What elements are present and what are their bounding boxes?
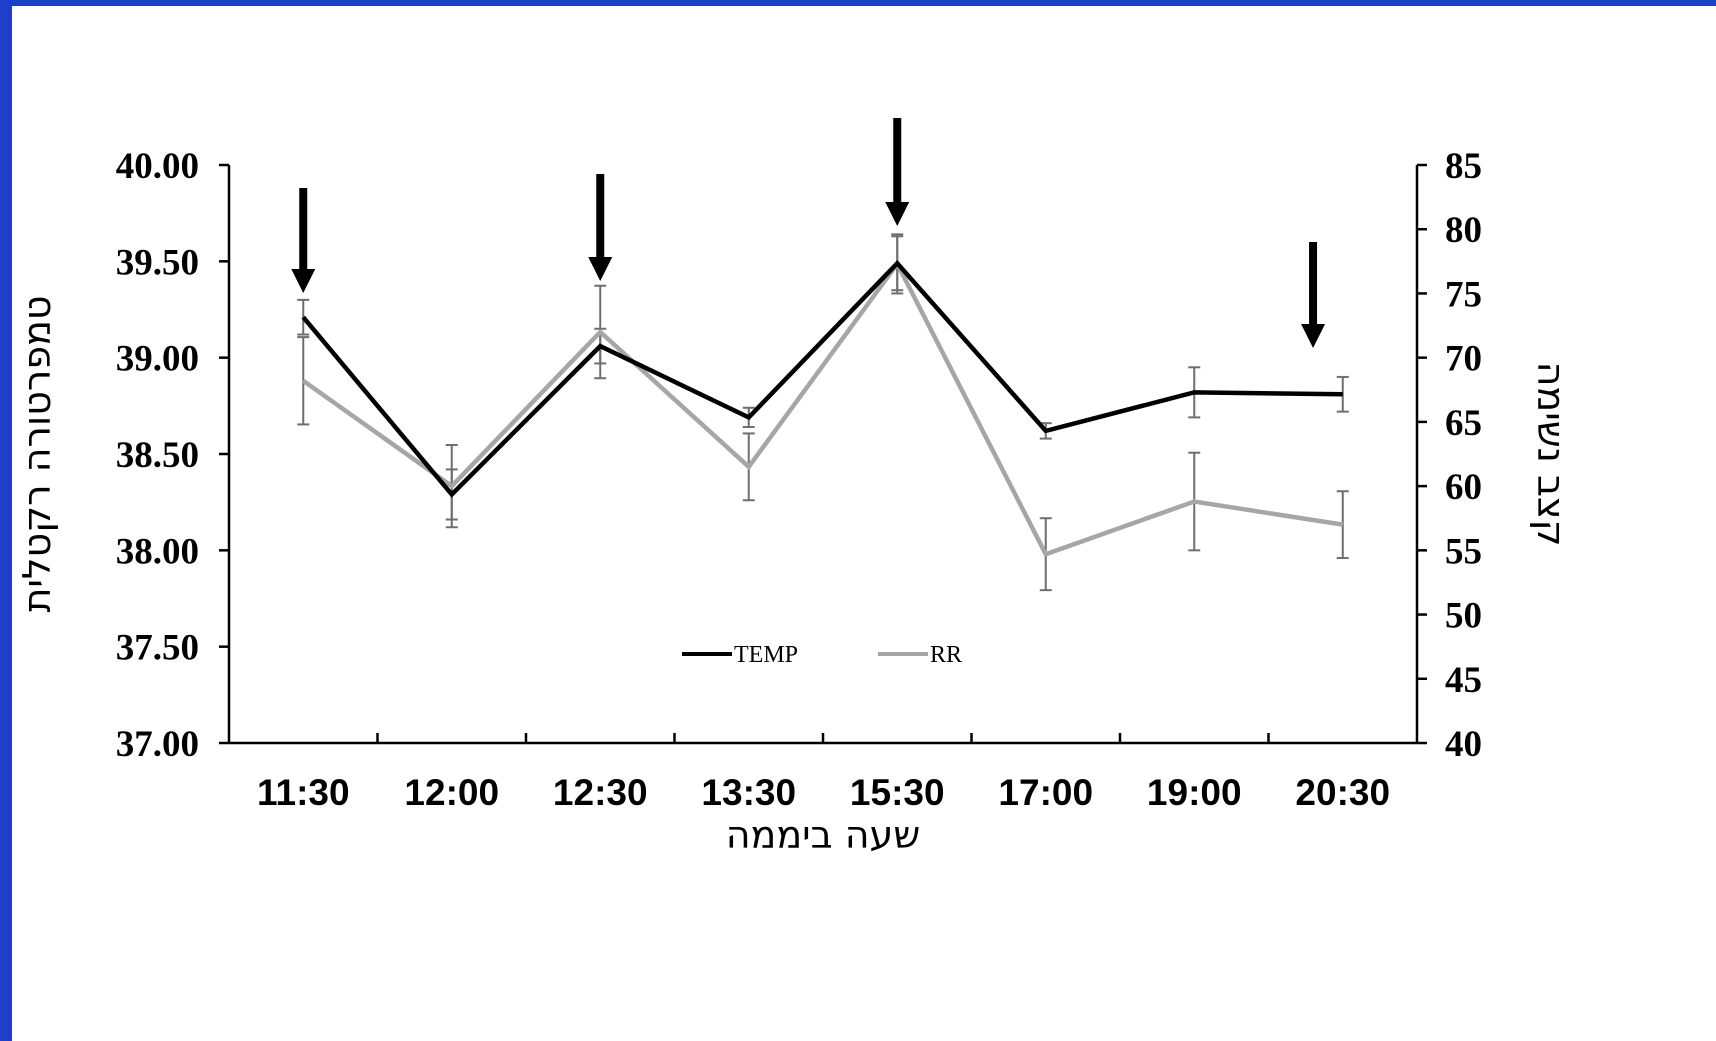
y-axis-right-title: קצב נשימה <box>1529 362 1573 547</box>
x-tick-label: 15:30 <box>850 772 945 813</box>
y-right-tick-label: 60 <box>1445 467 1482 508</box>
x-tick-label: 12:00 <box>404 772 499 813</box>
y-left-tick-label: 38.50 <box>116 435 199 476</box>
series-lines <box>301 259 1344 557</box>
x-tick-label: 19:00 <box>1147 772 1242 813</box>
series-line-rr <box>301 259 1344 557</box>
y-left-tick-label: 38.00 <box>116 531 199 572</box>
y-left-tick-label: 37.00 <box>116 724 199 765</box>
arrow-head <box>1301 324 1326 348</box>
x-tick-label: 12:30 <box>553 772 648 813</box>
y-left-tick-label: 37.50 <box>116 628 199 669</box>
x-axis-title: שעה ביממה <box>726 813 921 857</box>
annotation-arrows <box>291 118 1326 348</box>
x-tick-label: 20:30 <box>1295 772 1390 813</box>
arrow-head <box>885 202 910 226</box>
arrow-head <box>291 269 316 293</box>
y-right-tick-label: 75 <box>1445 274 1482 315</box>
y-left-tick-label: 39.50 <box>116 242 199 283</box>
series-line-temp <box>301 259 1343 498</box>
ticks: 37.00 37.50 38.00 38.50 39.00 39.50 40.00 40 45 5… <box>116 146 1482 813</box>
y-axis-left-title: טמפרטורה רקטלית <box>15 295 59 612</box>
legend-label-temp: TEMP <box>734 642 798 668</box>
arrow-shaft <box>596 174 605 259</box>
y-left-tick-label: 39.00 <box>116 339 199 380</box>
y-right-tick-label: 85 <box>1445 146 1482 187</box>
arrow-shaft <box>299 188 308 271</box>
chart-frame: 37.00 37.50 38.00 38.50 39.00 39.50 40.00 40 45 5… <box>12 6 1716 1041</box>
x-tick-label: 17:00 <box>998 772 1093 813</box>
arrow-shaft <box>893 118 902 204</box>
arrow-head <box>588 257 613 281</box>
y-right-tick-label: 50 <box>1445 596 1482 637</box>
chart: 37.00 37.50 38.00 38.50 39.00 39.50 40.00 40 45 5… <box>15 118 1573 857</box>
y-right-tick-label: 80 <box>1445 210 1482 251</box>
x-tick-label: 13:30 <box>701 772 796 813</box>
y-left-tick-label: 40.00 <box>116 146 199 187</box>
y-right-tick-label: 65 <box>1445 403 1482 444</box>
legend-label-rr: RR <box>930 642 962 668</box>
y-right-tick-label: 70 <box>1445 339 1482 380</box>
y-right-tick-label: 55 <box>1445 531 1482 572</box>
y-right-tick-label: 40 <box>1445 724 1482 765</box>
y-right-tick-label: 45 <box>1445 660 1482 701</box>
arrow-shaft <box>1309 242 1318 326</box>
legend: TEMP RR <box>682 642 962 668</box>
error-bars <box>297 233 1349 592</box>
x-tick-label: 11:30 <box>257 772 350 813</box>
